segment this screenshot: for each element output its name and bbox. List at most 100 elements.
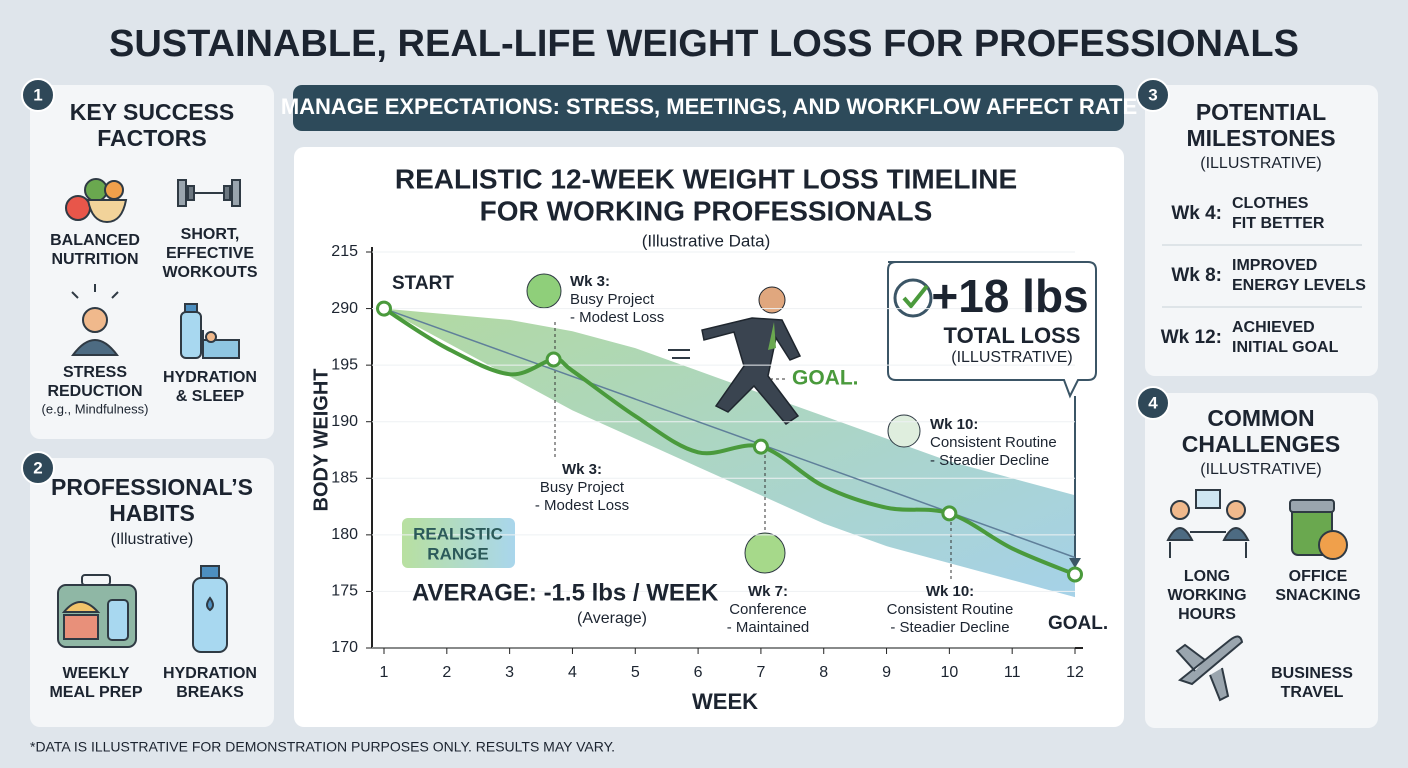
annotation: Busy Project xyxy=(540,479,625,496)
x-tick-label: 11 xyxy=(1004,664,1021,681)
y-axis-label: BODY WEIGHT xyxy=(310,369,332,512)
badge-number: 4 xyxy=(1148,393,1158,412)
panel-title: FACTORS xyxy=(97,125,206,151)
annotation: GOAL. xyxy=(1048,613,1108,634)
annotation: REALISTIC xyxy=(413,524,503,543)
annotation: - Maintained xyxy=(727,619,810,636)
panel-title: COMMON xyxy=(1207,405,1314,431)
annotation: Consistent Routine xyxy=(887,601,1014,618)
item-label: & SLEEP xyxy=(176,388,245,405)
y-tick-label: 175 xyxy=(331,583,358,600)
milestone-marker xyxy=(1067,566,1083,583)
x-tick-label: 8 xyxy=(819,664,828,681)
item-note: (e.g., Mindfulness) xyxy=(42,401,149,416)
item-label: EFFECTIVE xyxy=(166,245,254,262)
badge-number: 2 xyxy=(33,458,42,477)
banner-box xyxy=(293,85,1124,131)
milestone-marker xyxy=(941,505,958,522)
annotation-icon xyxy=(887,414,921,448)
speed-lines xyxy=(668,349,690,359)
milestone-text: IMPROVED xyxy=(1232,257,1317,274)
item-label: NUTRITION xyxy=(51,251,138,268)
milestone-text: CLOTHES xyxy=(1232,195,1309,212)
annotation: GOAL. xyxy=(792,367,859,390)
annotation: - Modest Loss xyxy=(535,497,629,514)
annotation: START xyxy=(392,273,454,294)
item-label: HYDRATION xyxy=(163,369,257,386)
milestone-week: Wk 4: xyxy=(1171,203,1222,224)
banner: MANAGE EXPECTATIONS: STRESS, MEETINGS, A… xyxy=(281,94,1137,119)
runner-head xyxy=(758,286,786,314)
annotation: - Modest Loss xyxy=(570,309,664,326)
callout-note: (ILLUSTRATIVE) xyxy=(951,349,1073,366)
badge xyxy=(21,451,55,485)
panel xyxy=(1145,393,1378,728)
runner xyxy=(668,286,802,425)
item-label: SNACKING xyxy=(1275,587,1360,604)
badge xyxy=(21,78,55,112)
check-mark xyxy=(902,284,929,310)
badge-number: 1 xyxy=(33,85,42,104)
y-tick-label: 290 xyxy=(331,300,358,317)
milestone-text: INITIAL GOAL xyxy=(1232,339,1339,356)
x-tick-label: 9 xyxy=(882,664,891,681)
badge-number: 3 xyxy=(1148,85,1157,104)
y-tick-label: 195 xyxy=(331,356,358,373)
milestone-text: FIT BETTER xyxy=(1232,215,1325,232)
annotation: Consistent Routine xyxy=(930,434,1057,451)
annotation: Wk 3: xyxy=(570,273,610,290)
item-label: HOURS xyxy=(1178,606,1236,623)
panel-title: HABITS xyxy=(109,500,195,526)
item-label: WEEKLY xyxy=(63,665,130,682)
item-label: OFFICE xyxy=(1289,568,1348,585)
x-axis-label: WEEK xyxy=(692,689,758,714)
milestone-text: ACHIEVED xyxy=(1232,319,1315,336)
x-tick-label: 1 xyxy=(380,664,389,681)
item-label: SHORT, xyxy=(181,226,240,243)
x-tick-label: 2 xyxy=(442,664,451,681)
milestone-marker xyxy=(545,351,562,368)
item-label: BUSINESS xyxy=(1271,665,1353,682)
footnote: *DATA IS ILLUSTRATIVE FOR DEMONSTRATION … xyxy=(30,739,615,755)
x-tick-label: 5 xyxy=(631,664,640,681)
annotation: Wk 10: xyxy=(930,416,978,433)
item-label: BREAKS xyxy=(176,684,244,701)
icons xyxy=(57,178,1348,702)
panel-title: MILESTONES xyxy=(1186,125,1335,151)
panel-title: CHALLENGES xyxy=(1182,431,1340,457)
runner-tie xyxy=(768,322,776,350)
y-tick-label: 170 xyxy=(331,639,358,656)
panel-title: PROFESSIONAL’S xyxy=(51,474,253,500)
annotation-icon xyxy=(744,532,786,574)
y-tick-label: 215 xyxy=(331,243,358,260)
y-tick-label: 180 xyxy=(331,526,358,543)
item-label: STRESS xyxy=(63,364,127,381)
x-tick-label: 7 xyxy=(756,664,765,681)
badge xyxy=(1136,386,1170,420)
page-title: SUSTAINABLE, REAL-LIFE WEIGHT LOSS FOR P… xyxy=(109,23,1299,65)
item-label: TRAVEL xyxy=(1281,684,1344,701)
callout-arrowhead xyxy=(1069,558,1081,568)
callout-value: +18 lbs xyxy=(931,270,1088,322)
range-label-box xyxy=(402,518,515,568)
milestone-text: ENERGY LEVELS xyxy=(1232,277,1366,294)
milestone-marker xyxy=(376,300,392,317)
panel-subtitle: (Illustrative) xyxy=(111,531,194,548)
milestone-marker xyxy=(752,438,769,455)
badge xyxy=(1136,78,1170,112)
panel-title: KEY SUCCESS xyxy=(70,99,234,125)
item-label: HYDRATION xyxy=(163,665,257,682)
x-tick-label: 3 xyxy=(505,664,514,681)
annotation: (Average) xyxy=(577,610,647,627)
annotation: - Steadier Decline xyxy=(890,619,1009,636)
runner-body xyxy=(701,317,802,425)
milestone-week: Wk 12: xyxy=(1161,327,1222,348)
annotation: Conference xyxy=(729,601,807,618)
item-label: LONG xyxy=(1184,568,1230,585)
panel-subtitle: (ILLUSTRATIVE) xyxy=(1200,461,1322,478)
x-tick-label: 6 xyxy=(694,664,703,681)
item-label: MEAL PREP xyxy=(49,684,142,701)
annotation: Busy Project xyxy=(570,291,655,308)
